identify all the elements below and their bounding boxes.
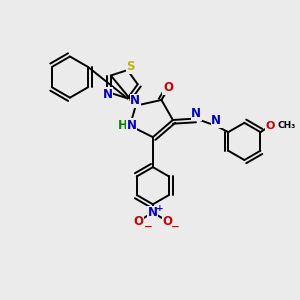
Text: N: N — [191, 107, 201, 120]
Text: CH₃: CH₃ — [278, 121, 296, 130]
Text: −: − — [144, 222, 153, 232]
Text: S: S — [127, 60, 135, 73]
Text: −: − — [171, 222, 180, 232]
Text: +: + — [156, 204, 164, 213]
Text: O: O — [134, 215, 144, 228]
Text: N: N — [148, 206, 158, 219]
Text: N: N — [126, 118, 136, 132]
Text: N: N — [130, 94, 140, 107]
Text: O: O — [265, 121, 274, 130]
Text: O: O — [163, 82, 173, 94]
Text: N: N — [102, 88, 112, 101]
Text: O: O — [162, 215, 172, 228]
Text: H: H — [118, 118, 128, 132]
Text: N: N — [211, 114, 221, 127]
